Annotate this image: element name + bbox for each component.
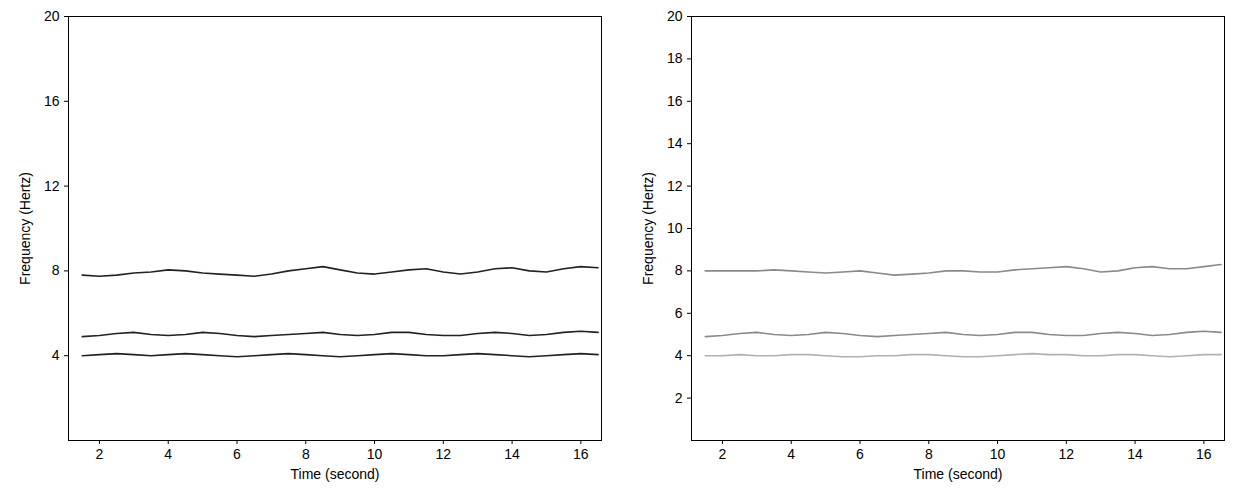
svg-text:4: 4 bbox=[787, 446, 795, 462]
svg-text:4: 4 bbox=[675, 347, 683, 363]
svg-text:16: 16 bbox=[1196, 446, 1212, 462]
svg-text:Time (second): Time (second) bbox=[914, 466, 1003, 482]
svg-text:2: 2 bbox=[96, 446, 104, 462]
svg-text:14: 14 bbox=[1127, 446, 1143, 462]
svg-text:10: 10 bbox=[990, 446, 1006, 462]
svg-text:6: 6 bbox=[856, 446, 864, 462]
svg-text:10: 10 bbox=[667, 220, 683, 236]
svg-text:12: 12 bbox=[667, 178, 683, 194]
svg-text:12: 12 bbox=[44, 178, 60, 194]
svg-text:16: 16 bbox=[667, 93, 683, 109]
svg-text:8: 8 bbox=[52, 262, 60, 278]
svg-text:16: 16 bbox=[573, 446, 589, 462]
svg-text:2: 2 bbox=[675, 390, 683, 406]
svg-text:4: 4 bbox=[52, 347, 60, 363]
svg-text:Frequency (Hertz): Frequency (Hertz) bbox=[17, 172, 33, 285]
svg-text:12: 12 bbox=[436, 446, 452, 462]
svg-text:8: 8 bbox=[925, 446, 933, 462]
svg-text:8: 8 bbox=[302, 446, 310, 462]
svg-text:Frequency (Hertz): Frequency (Hertz) bbox=[640, 172, 656, 285]
svg-text:16: 16 bbox=[44, 93, 60, 109]
svg-text:10: 10 bbox=[367, 446, 383, 462]
svg-text:6: 6 bbox=[233, 446, 241, 462]
svg-text:14: 14 bbox=[667, 135, 683, 151]
svg-text:12: 12 bbox=[1059, 446, 1075, 462]
svg-text:20: 20 bbox=[667, 8, 683, 24]
svg-text:6: 6 bbox=[675, 305, 683, 321]
svg-text:18: 18 bbox=[667, 50, 683, 66]
svg-text:14: 14 bbox=[504, 446, 520, 462]
svg-text:2: 2 bbox=[719, 446, 727, 462]
svg-text:8: 8 bbox=[675, 262, 683, 278]
svg-text:20: 20 bbox=[44, 8, 60, 24]
svg-text:4: 4 bbox=[164, 446, 172, 462]
svg-text:Time (second): Time (second) bbox=[291, 466, 380, 482]
